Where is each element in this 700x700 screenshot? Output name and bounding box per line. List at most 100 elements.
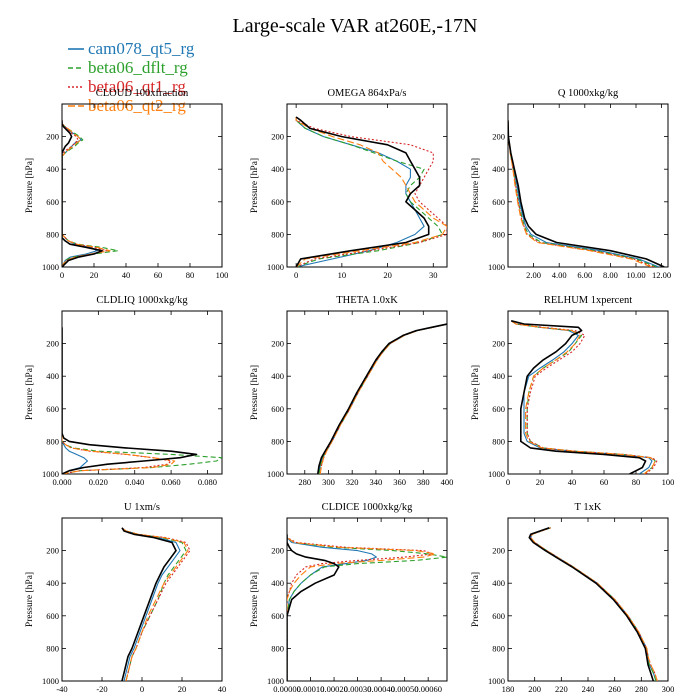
y-tick-label: 800 (46, 436, 59, 446)
x-tick-label: 300 (322, 477, 335, 487)
series-line-beta06-qt1-rg (508, 120, 655, 267)
plot-frame (61, 103, 223, 268)
series-line-cam078-qt5-rg (287, 534, 377, 681)
series-line-black (528, 527, 655, 681)
y-tick-label: 400 (271, 164, 284, 174)
y-tick-label: 1000 (488, 676, 505, 686)
y-axis-label: Pressure [hPa] (25, 158, 35, 213)
series-line-beta06-qt2-rg (319, 323, 447, 474)
series-group (295, 116, 447, 267)
y-tick-label: 600 (46, 197, 59, 207)
x-tick-label: 0 (294, 270, 298, 280)
legend-label: cam078_qt5_rg (88, 39, 195, 58)
x-tick-label: 0.00020 (320, 684, 348, 694)
x-tick-label: 10.00 (626, 270, 645, 280)
x-tick-label: 0.00030 (344, 684, 372, 694)
series-line-beta06-qt2-rg (510, 320, 656, 474)
plot-frame (286, 103, 448, 268)
panel-title: CLDLIQ 1000xkg/kg (96, 295, 188, 306)
x-tick-label: 12.00 (652, 270, 671, 280)
series-line-cam078-qt5-rg (318, 323, 447, 474)
series-line-black (62, 120, 103, 267)
x-tick-label: 320 (346, 477, 359, 487)
x-tick-label: 0.00040 (367, 684, 395, 694)
x-tick-label: 0.00050 (391, 684, 419, 694)
series-line-black (121, 527, 177, 681)
y-tick-label: 200 (492, 132, 505, 142)
x-tick-label: 0 (140, 684, 144, 694)
chart-panel: THETA 1.0xK Pressure [hPa] 200 400 600 800 100… (250, 295, 453, 487)
panel-title: OMEGA 864xPa/s (327, 88, 406, 99)
series-line-beta06-dflt-rg (530, 527, 657, 681)
plot-frame (507, 103, 669, 268)
x-tick-label: 0.00010 (297, 684, 325, 694)
series-line-beta06-qt1-rg (510, 320, 658, 474)
panel-title: RELHUM 1xpercent (544, 295, 632, 306)
series-line-cam078-qt5-rg (62, 327, 89, 474)
y-tick-label: 1000 (267, 262, 284, 272)
y-tick-label: 400 (46, 164, 59, 174)
y-axis-label: Pressure [hPa] (471, 365, 481, 420)
x-tick-label: 20 (536, 477, 545, 487)
y-tick-label: 800 (46, 643, 59, 653)
series-line-beta06-qt2-rg (62, 327, 176, 474)
x-tick-label: 2.00 (526, 270, 541, 280)
panel-title: Q 1000xkg/kg (558, 88, 619, 99)
x-tick-label: 20 (178, 684, 187, 694)
chart-panel: CLDLIQ 1000xkg/kg Pressure [hPa] 200 400 600… (25, 295, 223, 487)
series-group (528, 527, 658, 681)
series-group (121, 527, 191, 681)
y-tick-label: 400 (271, 578, 284, 588)
series-line-black (511, 320, 647, 474)
plot-frame (286, 517, 448, 682)
x-tick-label: 40 (568, 477, 577, 487)
x-tick-label: -20 (96, 684, 107, 694)
y-tick-label: 800 (271, 436, 284, 446)
x-tick-label: 0.00000 (273, 684, 301, 694)
x-tick-label: 200 (528, 684, 541, 694)
panel-title: T 1xK (575, 502, 602, 513)
x-tick-label: 240 (582, 684, 595, 694)
series-line-black (508, 120, 665, 267)
x-tick-label: 0.040 (125, 477, 144, 487)
x-tick-label: 40 (218, 684, 227, 694)
y-tick-label: 1000 (42, 676, 59, 686)
series-line-beta06-qt1-rg (121, 527, 191, 681)
series-line-beta06-qt2-rg (121, 527, 189, 681)
y-tick-label: 600 (492, 611, 505, 621)
x-tick-label: 280 (635, 684, 648, 694)
y-tick-label: 200 (492, 339, 505, 349)
series-group (510, 320, 658, 474)
series-line-beta06-qt2-rg (62, 120, 111, 267)
y-axis-label: Pressure [hPa] (471, 158, 481, 213)
y-axis-label: Pressure [hPa] (25, 365, 35, 420)
y-tick-label: 1000 (267, 676, 284, 686)
y-tick-label: 400 (492, 164, 505, 174)
y-axis-label: Pressure [hPa] (25, 572, 35, 627)
series-line-black (287, 534, 340, 681)
y-tick-label: 400 (271, 371, 284, 381)
y-tick-label: 400 (492, 578, 505, 588)
series-line-beta06-dflt-rg (62, 327, 222, 474)
x-tick-label: 4.00 (552, 270, 567, 280)
x-tick-label: 0.060 (162, 477, 181, 487)
series-group (62, 327, 222, 474)
x-tick-label: 10 (338, 270, 347, 280)
series-group (62, 120, 119, 267)
x-tick-label: 300 (662, 684, 675, 694)
plot-frame (286, 310, 448, 475)
series-line-black (62, 327, 198, 474)
x-tick-label: -40 (56, 684, 67, 694)
series-line-beta06-dflt-rg (318, 323, 447, 474)
y-tick-label: 800 (271, 643, 284, 653)
y-tick-label: 200 (46, 339, 59, 349)
series-line-cam078-qt5-rg (508, 120, 660, 267)
x-tick-label: 0.020 (89, 477, 108, 487)
series-line-beta06-qt2-rg (530, 527, 658, 681)
series-line-cam078-qt5-rg (510, 320, 653, 474)
y-tick-label: 600 (271, 404, 284, 414)
x-tick-label: 0.000 (52, 477, 71, 487)
